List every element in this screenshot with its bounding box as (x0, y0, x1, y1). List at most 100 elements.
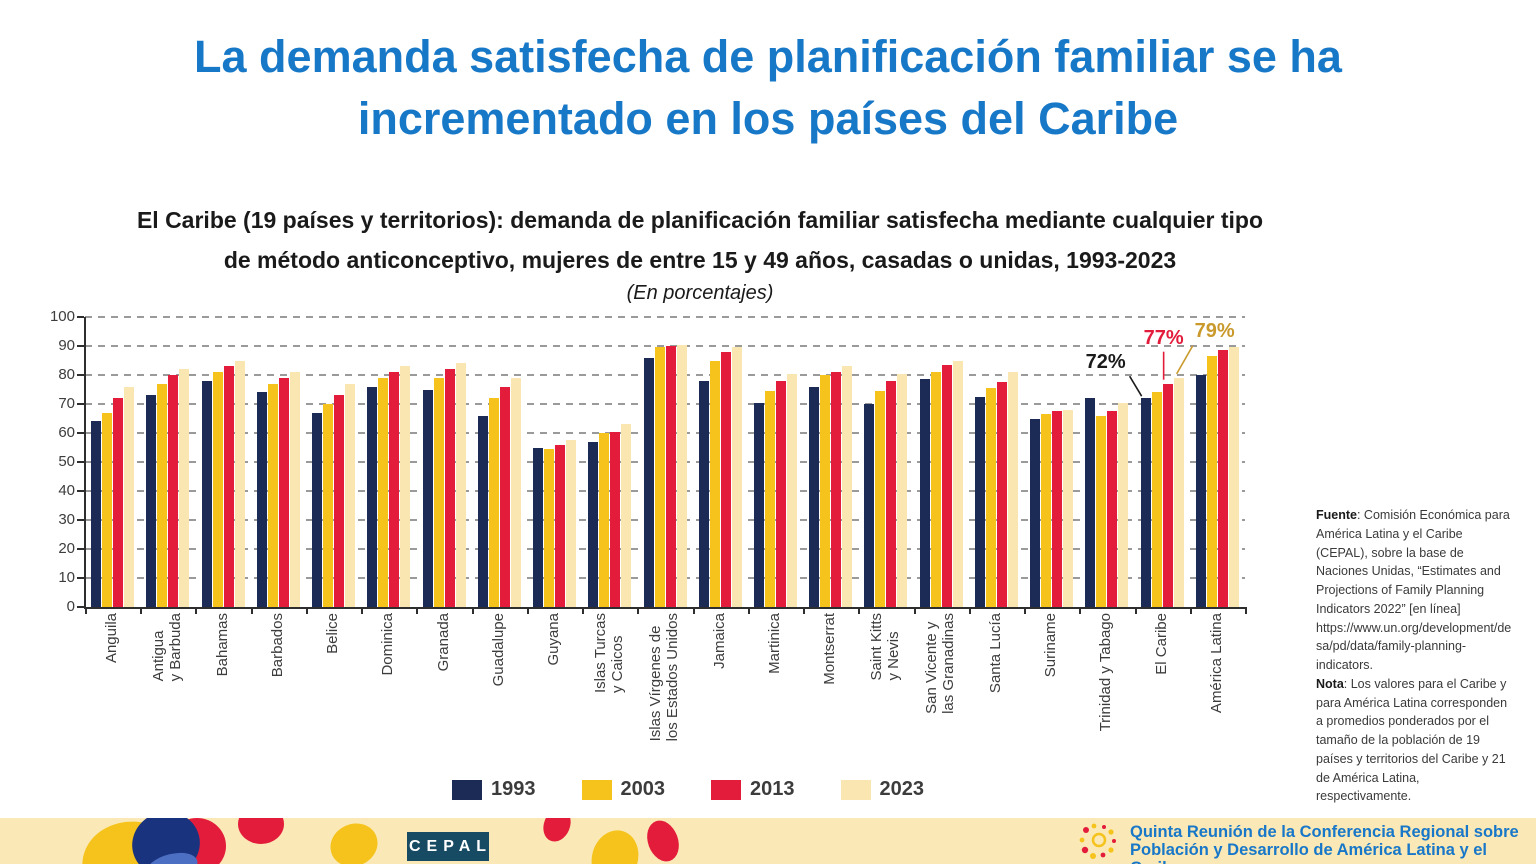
category-label-text: Antigua y Barbuda (150, 613, 184, 682)
bar-2003-Barbados (267, 383, 278, 607)
x-axis-tick (747, 607, 750, 614)
bar-2003-Granada (433, 377, 444, 607)
fuente-label: Fuente (1316, 508, 1357, 522)
x-axis-tick (140, 607, 143, 614)
chart-legend: 1993 2003 2013 2023 (452, 778, 924, 801)
legend-label: 2023 (879, 778, 925, 800)
x-axis-category-label: América Latina (1175, 613, 1259, 785)
x-axis-tick (1134, 607, 1137, 614)
category-label-text: Montserrat (821, 613, 839, 685)
category-label-text: Islas Vírgenes de los Estados Unidos (647, 613, 681, 742)
decor-blob-yellow-mid (323, 818, 385, 864)
y-axis-tick (77, 345, 84, 347)
bar-2013-Barbados (278, 377, 289, 607)
source-note: Fuente: Comisión Económica para América … (1316, 506, 1514, 806)
bar-2023-San Vicente y las Granadinas (952, 360, 963, 607)
bar-1993-Bahamas (201, 380, 212, 607)
bar-2023-Santa Lucía (1007, 372, 1018, 607)
x-axis-tick (1079, 607, 1082, 614)
bar-2013-Santa Lucía (996, 382, 1007, 607)
y-axis-tick-label: 30 (58, 511, 75, 528)
x-axis-line (84, 607, 1246, 609)
bar-2023-Barbados (289, 372, 300, 607)
y-axis-tick-label: 20 (58, 540, 75, 557)
bar-2003-Anguila (102, 412, 113, 607)
bar-2003-Santa Lucía (985, 388, 996, 607)
bar-2023-Montserrat (842, 366, 853, 607)
x-axis-tick (692, 607, 695, 614)
x-axis-tick (1189, 607, 1192, 614)
bar-2023-Suriname (1063, 409, 1074, 607)
bar-2013-Guadalupe (499, 386, 510, 607)
bar-2023-Dominica (400, 366, 411, 607)
bar-2023-Jamaica (731, 347, 742, 607)
category-label-text: San Vicente y las Granadinas (923, 613, 958, 714)
bar-2003-Saint Kitts y Nevis (875, 390, 886, 607)
x-axis-tick (416, 607, 419, 614)
bar-1993-Barbados (256, 392, 267, 607)
bar-2013-Guyana (555, 444, 566, 607)
gridline-100 (85, 316, 1245, 318)
x-axis-tick (637, 607, 640, 614)
x-axis-tick (803, 607, 806, 614)
bar-2023-América Latina (1228, 347, 1239, 607)
bar-1993-El Caribe (1140, 398, 1151, 607)
y-axis-tick-label: 80 (58, 366, 75, 383)
gridline-40 (85, 490, 1245, 492)
category-label-text: Martinica (766, 613, 784, 674)
bar-2013-Jamaica (720, 351, 731, 607)
bar-2013-San Vicente y las Granadinas (941, 364, 952, 607)
bar-1993-Belice (312, 412, 323, 607)
chart-units-label: (En porcentajes) (626, 282, 774, 304)
bar-2023-Islas Turcas y Caicos (621, 424, 632, 607)
bar-2023-Martinica (786, 373, 797, 607)
y-axis-tick-label: 40 (58, 482, 75, 499)
chart-subtitle: El Caribe (19 países y territorios): dem… (40, 200, 1360, 280)
decor-blob-red-right (641, 818, 685, 864)
bar-2003-América Latina (1206, 356, 1217, 607)
bar-2013-Montserrat (831, 372, 842, 607)
category-label-text: Saint Kitts y Nevis (868, 613, 902, 681)
y-axis-tick (77, 548, 84, 550)
bar-2013-Islas Turcas y Caicos (610, 431, 621, 607)
category-label-text: Santa Lucía (987, 613, 1005, 694)
category-label-text: Islas Turcas y Caicos (591, 613, 626, 694)
category-label-text: América Latina (1207, 613, 1225, 714)
x-axis-tick (968, 607, 971, 614)
y-axis-tick (77, 432, 84, 434)
y-axis-tick-label: 60 (58, 424, 75, 441)
bar-2003-Montserrat (820, 375, 831, 607)
bar-1993-Jamaica (698, 380, 709, 607)
nota-paragraph: Nota: Los valores para el Caribe y para … (1316, 675, 1514, 806)
bar-2003-Belice (323, 404, 334, 607)
bar-2003-Islas Turcas y Caicos (599, 433, 610, 607)
bar-1993-Islas Turcas y Caicos (588, 441, 599, 607)
x-axis-tick (582, 607, 585, 614)
y-axis-line (84, 317, 86, 607)
category-label-text: Dominica (379, 613, 397, 676)
bar-1993-Guadalupe (477, 415, 488, 607)
category-label-text: Guyana (545, 613, 563, 666)
bar-1993-Antigua y Barbuda (146, 395, 157, 607)
x-axis-tick (85, 607, 87, 614)
chart-subtitle-line1: El Caribe (19 países y territorios): dem… (136, 207, 1264, 233)
x-axis-tick (1245, 607, 1247, 614)
x-axis-tick (1024, 607, 1027, 614)
bar-2003-El Caribe (1151, 392, 1162, 607)
bar-2013-América Latina (1217, 350, 1228, 607)
x-axis-tick (858, 607, 861, 614)
bar-2023-Anguila (124, 386, 135, 607)
bar-2013-Antigua y Barbuda (168, 375, 179, 607)
nota-text: : Los valores para el Caribe y para Amér… (1316, 676, 1508, 804)
bar-1993-Santa Lucía (974, 396, 985, 607)
bar-1993-Guyana (533, 447, 544, 607)
bar-2023-Guadalupe (510, 377, 521, 607)
bar-2023-Bahamas (234, 360, 245, 607)
bar-1993-Trinidad y Tabago (1085, 398, 1096, 607)
bar-2003-Bahamas (212, 372, 223, 607)
gridline-90 (85, 345, 1245, 347)
bar-2003-Trinidad y Tabago (1096, 415, 1107, 607)
bar-2003-Jamaica (709, 360, 720, 607)
slide-title: La demanda satisfecha de planificación f… (0, 26, 1536, 150)
